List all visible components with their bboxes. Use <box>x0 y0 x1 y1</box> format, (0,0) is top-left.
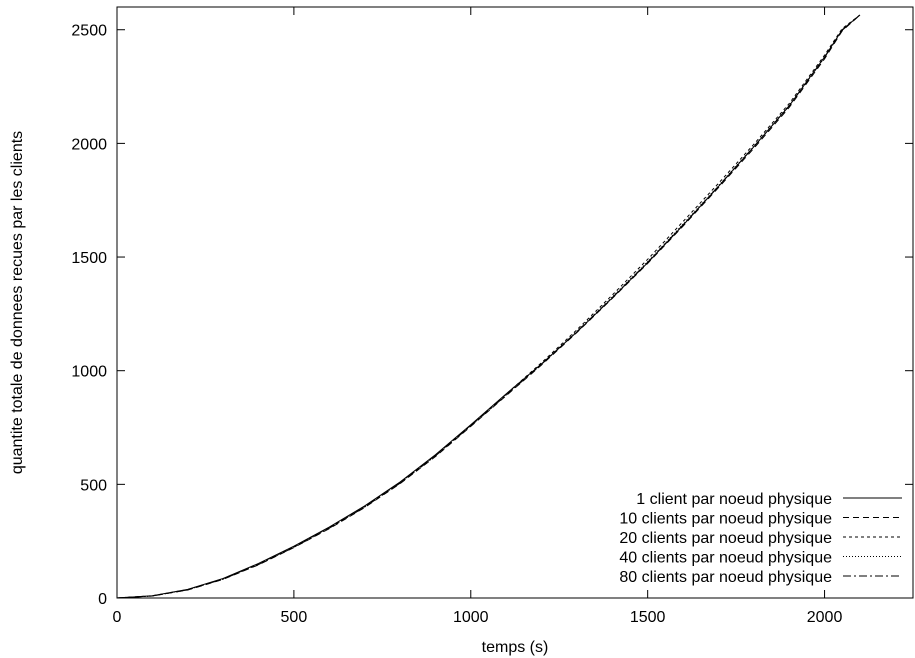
axes: 0 500 1000 1500 2000 0 500 1000 1500 2000 2500 <box>71 6 914 626</box>
x-tick-label: 0 <box>113 609 122 626</box>
series-lines <box>116 14 861 599</box>
y-tick-label: 0 <box>98 591 107 608</box>
x-axis-label: temps (s) <box>482 639 549 656</box>
x-tick-label: 1500 <box>630 609 666 626</box>
y-axis-label: quantite totale de donnees recues par le… <box>9 131 26 474</box>
y-tick-label: 1000 <box>71 364 107 381</box>
legend: 1 client par noeud physique 10 clients pa… <box>619 491 902 586</box>
x-tick-label: 500 <box>281 609 308 626</box>
legend-label: 10 clients par noeud physique <box>619 511 832 528</box>
y-tick-label: 500 <box>80 477 107 494</box>
plot-frame <box>116 6 914 599</box>
x-tick-label: 2000 <box>807 609 843 626</box>
legend-label: 40 clients par noeud physique <box>619 550 832 567</box>
y-tick-label: 1500 <box>71 250 107 267</box>
legend-label: 1 client par noeud physique <box>636 491 832 508</box>
legend-label: 20 clients par noeud physique <box>619 530 832 547</box>
y-tick-label: 2000 <box>71 136 107 153</box>
legend-label: 80 clients par noeud physique <box>619 569 832 586</box>
y-tick-label: 2500 <box>71 23 107 40</box>
series-line-3 <box>116 14 861 599</box>
x-tick-label: 1000 <box>453 609 489 626</box>
series-line-5 <box>116 14 861 599</box>
